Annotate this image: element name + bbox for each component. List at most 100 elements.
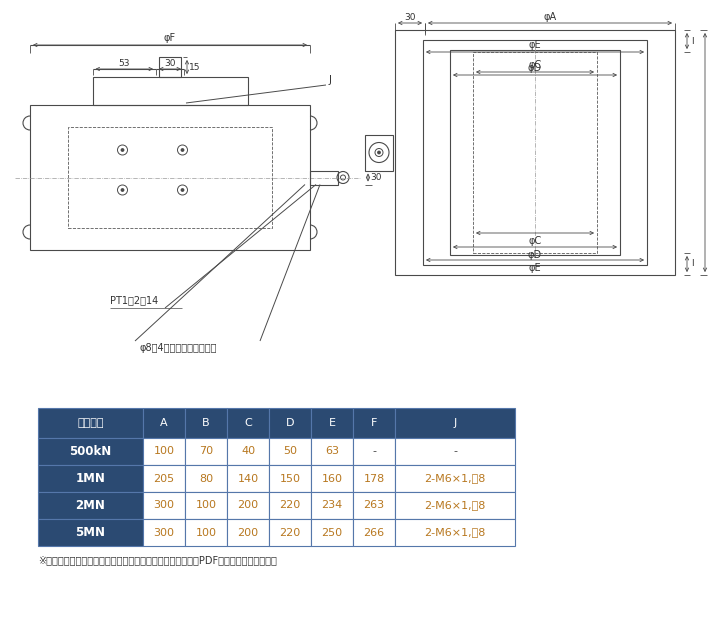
Text: 2-M6×1,淸8: 2-M6×1,淸8 xyxy=(424,500,486,510)
Text: 1MN: 1MN xyxy=(75,472,105,485)
Text: φA: φA xyxy=(543,12,557,22)
Text: φF: φF xyxy=(164,33,176,43)
Bar xyxy=(353,438,395,465)
Text: 300: 300 xyxy=(154,528,174,538)
Text: 263: 263 xyxy=(363,500,384,510)
Bar xyxy=(353,519,395,546)
Bar xyxy=(227,492,269,519)
Text: 40: 40 xyxy=(241,447,255,456)
Text: 205: 205 xyxy=(154,473,174,483)
Bar xyxy=(143,408,185,438)
Bar xyxy=(353,492,395,519)
Bar xyxy=(269,492,311,519)
Bar xyxy=(227,465,269,492)
Bar xyxy=(30,105,310,250)
Text: 140: 140 xyxy=(237,473,258,483)
Bar xyxy=(269,408,311,438)
Text: 100: 100 xyxy=(196,528,216,538)
Text: 220: 220 xyxy=(279,528,300,538)
Bar xyxy=(143,492,185,519)
Bar xyxy=(38,492,143,519)
Text: C: C xyxy=(244,418,252,428)
Text: J: J xyxy=(328,75,332,85)
Circle shape xyxy=(182,189,184,191)
Text: A: A xyxy=(160,418,168,428)
Text: 30: 30 xyxy=(404,13,416,21)
Bar xyxy=(38,465,143,492)
Bar xyxy=(395,438,515,465)
Text: B: B xyxy=(202,418,210,428)
Bar xyxy=(450,50,620,255)
Text: 30: 30 xyxy=(164,59,176,68)
Bar xyxy=(311,408,353,438)
Bar xyxy=(353,465,395,492)
Text: 30: 30 xyxy=(370,173,382,182)
Text: 定格容量: 定格容量 xyxy=(77,418,104,428)
Text: 500kN: 500kN xyxy=(69,445,112,458)
Bar xyxy=(185,438,227,465)
Text: ※上記の「定格容量」の容量をクリックして頂くと容量別にPDFで図が表示されます。: ※上記の「定格容量」の容量をクリックして頂くと容量別にPDFで図が表示されます。 xyxy=(38,555,277,565)
Text: E: E xyxy=(328,418,335,428)
Text: φE: φE xyxy=(529,40,541,50)
Text: 80: 80 xyxy=(199,473,213,483)
Bar xyxy=(353,408,395,438)
Bar xyxy=(159,57,181,77)
Bar xyxy=(227,438,269,465)
Bar xyxy=(423,40,647,265)
Text: φD: φD xyxy=(528,250,542,260)
Bar xyxy=(395,465,515,492)
Text: 150: 150 xyxy=(280,473,300,483)
Text: 63: 63 xyxy=(325,447,339,456)
Bar xyxy=(143,519,185,546)
Text: 2-M6×1,淸8: 2-M6×1,淸8 xyxy=(424,473,486,483)
Text: 234: 234 xyxy=(321,500,342,510)
Bar xyxy=(38,519,143,546)
Bar xyxy=(38,438,143,465)
Bar xyxy=(185,465,227,492)
Text: F: F xyxy=(371,418,377,428)
Bar xyxy=(269,438,311,465)
Text: 300: 300 xyxy=(154,500,174,510)
Text: -: - xyxy=(453,447,457,456)
Bar xyxy=(227,519,269,546)
Text: 53: 53 xyxy=(118,59,130,68)
Bar xyxy=(185,492,227,519)
Bar xyxy=(473,52,597,253)
Text: PT1／2山14: PT1／2山14 xyxy=(110,295,158,305)
Text: 200: 200 xyxy=(237,500,258,510)
Bar xyxy=(311,438,353,465)
Bar xyxy=(269,465,311,492)
Bar xyxy=(395,519,515,546)
Bar xyxy=(68,127,272,228)
Bar xyxy=(227,408,269,438)
Bar xyxy=(395,30,675,275)
Text: 178: 178 xyxy=(363,473,384,483)
Text: -: - xyxy=(372,447,376,456)
Text: 2-M6×1,淸8: 2-M6×1,淸8 xyxy=(424,528,486,538)
Bar xyxy=(185,519,227,546)
Bar xyxy=(365,134,393,170)
Text: 250: 250 xyxy=(321,528,342,538)
Text: φC: φC xyxy=(528,60,542,70)
Text: 266: 266 xyxy=(363,528,384,538)
Text: 2MN: 2MN xyxy=(75,499,105,512)
Circle shape xyxy=(182,149,184,151)
Text: J: J xyxy=(454,418,456,428)
Text: I: I xyxy=(691,259,693,269)
Text: φD: φD xyxy=(528,63,542,73)
Text: I: I xyxy=(691,37,693,45)
Text: φC: φC xyxy=(528,236,542,246)
Text: 50: 50 xyxy=(283,447,297,456)
Text: 220: 220 xyxy=(279,500,300,510)
Bar xyxy=(395,492,515,519)
Circle shape xyxy=(121,149,124,151)
Text: 100: 100 xyxy=(154,447,174,456)
Text: D: D xyxy=(286,418,294,428)
Bar xyxy=(143,438,185,465)
Circle shape xyxy=(121,189,124,191)
Bar xyxy=(185,408,227,438)
Text: 70: 70 xyxy=(199,447,213,456)
Bar xyxy=(310,170,338,184)
Bar xyxy=(269,519,311,546)
Bar xyxy=(311,519,353,546)
